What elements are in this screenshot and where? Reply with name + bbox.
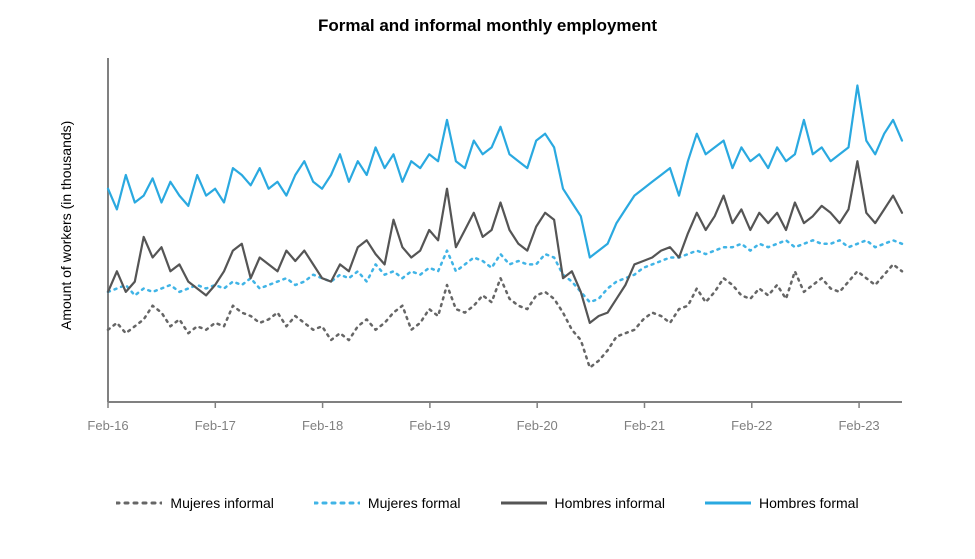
legend-label: Mujeres formal bbox=[368, 495, 461, 511]
legend-item: Mujeres informal bbox=[116, 495, 273, 511]
x-tick-label: Feb-18 bbox=[302, 418, 343, 433]
legend-swatch bbox=[116, 497, 162, 509]
x-tick-label: Feb-20 bbox=[517, 418, 558, 433]
series-formal_male bbox=[108, 86, 902, 258]
x-tick-label: Feb-23 bbox=[838, 418, 879, 433]
x-tick-label: Feb-21 bbox=[624, 418, 665, 433]
legend-swatch bbox=[314, 497, 360, 509]
chart-plot bbox=[0, 0, 975, 559]
legend-item: Hombres informal bbox=[501, 495, 665, 511]
x-tick-label: Feb-19 bbox=[409, 418, 450, 433]
legend-label: Mujeres informal bbox=[170, 495, 273, 511]
series-formal_female bbox=[108, 240, 902, 302]
legend-label: Hombres informal bbox=[555, 495, 665, 511]
series-informal_female bbox=[108, 264, 902, 367]
x-tick-label: Feb-22 bbox=[731, 418, 772, 433]
x-tick-label: Feb-16 bbox=[87, 418, 128, 433]
legend-item: Hombres formal bbox=[705, 495, 859, 511]
chart-legend: Mujeres informal Mujeres formal Hombres in… bbox=[0, 495, 975, 511]
legend-label: Hombres formal bbox=[759, 495, 859, 511]
chart-container: Formal and informal monthly employment A… bbox=[0, 0, 975, 559]
legend-swatch bbox=[501, 497, 547, 509]
x-tick-label: Feb-17 bbox=[195, 418, 236, 433]
legend-swatch bbox=[705, 497, 751, 509]
legend-item: Mujeres formal bbox=[314, 495, 461, 511]
